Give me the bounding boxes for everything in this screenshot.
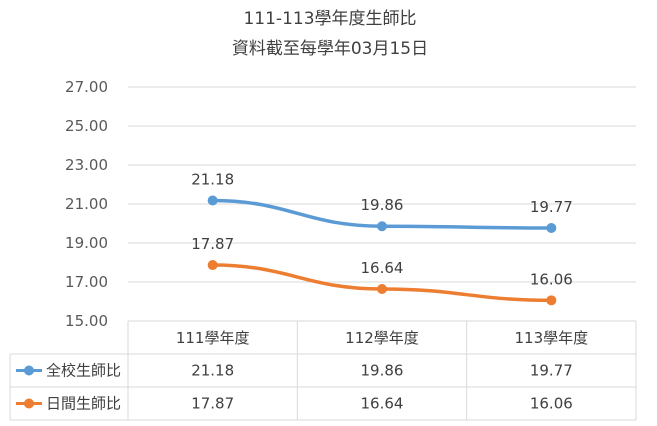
y-tick-label: 25.00 <box>65 117 108 135</box>
data-point <box>377 221 387 232</box>
category-label: 112學年度 <box>345 329 419 347</box>
y-tick-label: 19.00 <box>65 234 108 252</box>
y-tick-label: 17.00 <box>65 273 108 291</box>
data-point <box>546 222 557 233</box>
y-tick-label: 27.00 <box>65 78 108 96</box>
y-tick-label: 23.00 <box>65 156 108 174</box>
data-label: 16.64 <box>361 259 404 277</box>
table-cell: 17.87 <box>191 395 234 413</box>
chart-title: 111-113學年度生師比 <box>243 9 416 29</box>
data-label: 16.06 <box>530 270 573 288</box>
y-tick-label: 21.00 <box>65 195 108 213</box>
data-point <box>207 260 218 271</box>
data-point <box>377 284 387 295</box>
table-cell: 16.06 <box>530 395 573 413</box>
table-cell: 19.77 <box>530 362 573 380</box>
legend-label: 日間生師比 <box>46 395 121 413</box>
data-label: 19.86 <box>361 196 404 214</box>
y-tick-label: 15.00 <box>65 312 108 330</box>
legend-label: 全校生師比 <box>46 362 121 380</box>
data-label: 21.18 <box>191 170 234 188</box>
chart-subtitle: 資料截至每學年03月15日 <box>232 39 428 59</box>
data-point <box>546 295 557 306</box>
data-label: 17.87 <box>191 235 234 253</box>
category-label: 113學年度 <box>515 329 589 347</box>
category-label: 111學年度 <box>176 329 250 347</box>
data-label: 19.77 <box>530 198 573 216</box>
table-cell: 19.86 <box>361 362 404 380</box>
legend-marker <box>24 398 34 409</box>
legend-marker <box>24 365 34 376</box>
table-cell: 21.18 <box>191 362 234 380</box>
table-cell: 16.64 <box>361 395 404 413</box>
data-point <box>207 195 218 206</box>
